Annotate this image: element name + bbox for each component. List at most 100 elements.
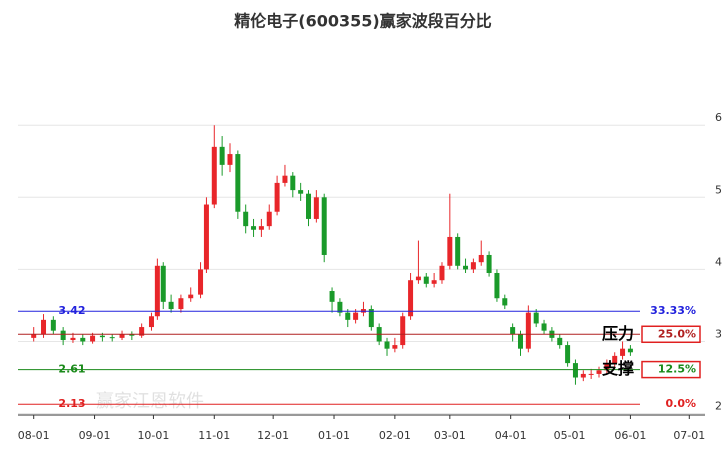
candle-body: [463, 265, 469, 270]
candle-body: [321, 197, 327, 255]
x-tick-label: 08-01: [18, 429, 50, 442]
candle-body: [423, 276, 429, 284]
candle-body: [129, 334, 135, 336]
y-tick-label: 3: [715, 327, 722, 340]
candle-body: [400, 316, 406, 346]
candle-body: [565, 345, 571, 364]
candle-body: [588, 373, 594, 375]
x-tick-label: 07-01: [673, 429, 705, 442]
x-tick-label: 03-01: [434, 429, 466, 442]
level-box: [641, 360, 701, 379]
candle-body: [525, 312, 531, 349]
candle-body: [168, 301, 174, 310]
x-tick-label: 12-01: [257, 429, 289, 442]
chart-title: 精伦电子(600355)赢家波段百分比: [234, 12, 491, 31]
candle-body: [439, 265, 445, 281]
candle-body: [227, 154, 233, 165]
candle-body: [517, 334, 523, 349]
level-box: [641, 325, 701, 344]
candle-body: [90, 335, 96, 342]
level-value: 2.13: [58, 397, 85, 410]
level-pct: 25.0%: [658, 327, 696, 340]
candle-body: [80, 337, 86, 342]
candle-body: [557, 337, 563, 346]
candle-body: [486, 254, 492, 273]
level-tag: 支撑: [601, 359, 634, 378]
candle-body: [41, 319, 47, 335]
candle-body: [533, 312, 539, 324]
x-tick-label: 11-01: [198, 429, 230, 442]
y-tick-label: 2: [715, 400, 722, 413]
candle-body: [235, 154, 241, 212]
x-tick-label: 09-01: [79, 429, 111, 442]
x-tick-label: 10-01: [137, 429, 169, 442]
candle-body: [148, 316, 154, 328]
candle-body: [447, 236, 453, 266]
level-pct: 33.33%: [650, 304, 696, 317]
level-pct: 12.5%: [658, 363, 696, 376]
candle-body: [502, 298, 508, 306]
candle-body: [345, 312, 351, 320]
x-tick-label: 04-01: [495, 429, 527, 442]
candle-body: [604, 363, 610, 371]
x-tick-label: 06-01: [614, 429, 646, 442]
x-tick-label: 01-01: [318, 429, 350, 442]
candle-body: [384, 341, 390, 349]
candle-body: [219, 146, 225, 165]
candle-body: [70, 337, 76, 341]
candle-body: [620, 348, 626, 356]
candle-body: [541, 323, 547, 331]
candle-body: [596, 370, 602, 374]
candle-body: [266, 211, 272, 227]
candle-body: [282, 175, 288, 183]
candle-body: [198, 269, 204, 295]
candle-body: [313, 197, 319, 219]
candle-body: [211, 146, 217, 205]
candle-body: [408, 280, 414, 317]
candle-body: [572, 363, 578, 378]
candle-body: [478, 254, 484, 263]
candle-body: [60, 330, 66, 341]
candle-body: [494, 272, 500, 299]
candle-body: [431, 280, 437, 284]
candle-body: [470, 262, 476, 270]
candle-body: [306, 193, 312, 219]
candle-body: [627, 348, 633, 353]
candle-body: [612, 355, 618, 364]
candle-body: [455, 236, 461, 266]
candle-body: [510, 327, 516, 335]
candle-body: [353, 312, 359, 320]
candle-body: [50, 319, 56, 331]
candle-body: [243, 211, 249, 227]
candle-body: [580, 373, 586, 378]
level-tag: 压力: [602, 324, 634, 343]
level-value: 3.42: [58, 304, 85, 317]
level-pct: 0.0%: [665, 397, 696, 410]
candle-body: [274, 182, 280, 212]
level-value: 2.61: [58, 363, 85, 376]
watermark: 赢家江恩软件: [96, 390, 204, 412]
candle-body: [178, 298, 184, 310]
candle-body: [298, 190, 304, 194]
candle-body: [139, 327, 145, 336]
candle-body: [337, 301, 343, 313]
candle-body: [329, 291, 335, 302]
candle-body: [203, 204, 209, 270]
candle-body: [109, 337, 115, 339]
candle-body: [154, 265, 160, 317]
candle-body: [258, 226, 264, 230]
x-tick-label: 05-01: [554, 429, 586, 442]
candle-body: [31, 334, 37, 338]
candle-body: [119, 334, 125, 338]
candle-body: [368, 309, 374, 328]
candle-body: [415, 276, 421, 281]
y-tick-label: 4: [715, 255, 722, 268]
candle-body: [188, 294, 194, 299]
candle-body: [251, 226, 257, 230]
y-tick-label: 5: [715, 183, 722, 196]
x-tick-label: 02-01: [379, 429, 411, 442]
y-tick-label: 6: [715, 111, 722, 124]
candle-body: [392, 345, 398, 349]
candle-body: [160, 265, 166, 302]
candle-body: [99, 335, 105, 338]
